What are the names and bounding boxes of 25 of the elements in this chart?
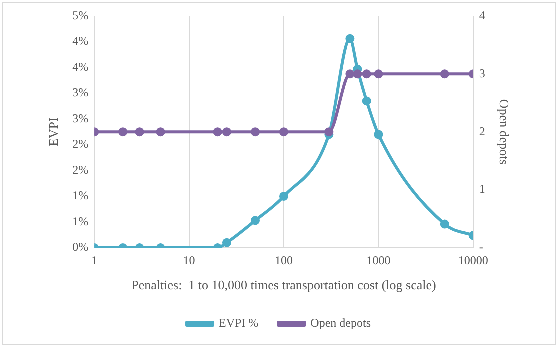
y2-tick-label: 2 xyxy=(479,124,486,138)
y-tick-label: 4% xyxy=(72,34,89,48)
x-tick-label: 1 xyxy=(92,253,98,268)
x-tick-label: 10 xyxy=(183,253,196,268)
x-tick-label: 10000 xyxy=(458,253,488,268)
y2-tick-label: 3 xyxy=(479,66,486,80)
legend-label: EVPI % xyxy=(219,316,259,330)
x-axis-title: Penalties: 1 to 10,000 times transportation cost (log scale) xyxy=(132,278,436,293)
y-tick-label: 3% xyxy=(72,86,89,100)
y2-axis-title: Open depots xyxy=(496,99,512,165)
y-tick-label: 1% xyxy=(72,188,89,203)
x-tick-label: 100 xyxy=(275,253,293,268)
y-tick-label: 2% xyxy=(72,137,89,152)
y2-tick-label: 4 xyxy=(479,8,486,22)
y-tick-label: 2% xyxy=(72,162,89,177)
y-axis-title: EVPI xyxy=(46,118,62,147)
y-tick-label: 4% xyxy=(72,60,89,74)
y-tick-label: 1% xyxy=(72,214,89,228)
y2-tick-label: 1 xyxy=(479,182,486,196)
x-tick-label: 1000 xyxy=(366,253,391,268)
y-tick-label: 5% xyxy=(72,8,89,22)
y-tick-label: 0% xyxy=(72,240,89,254)
y-tick-label: 3% xyxy=(72,111,89,126)
y2-tick-label: - xyxy=(479,240,484,254)
legend-label: Open depots xyxy=(310,316,372,330)
